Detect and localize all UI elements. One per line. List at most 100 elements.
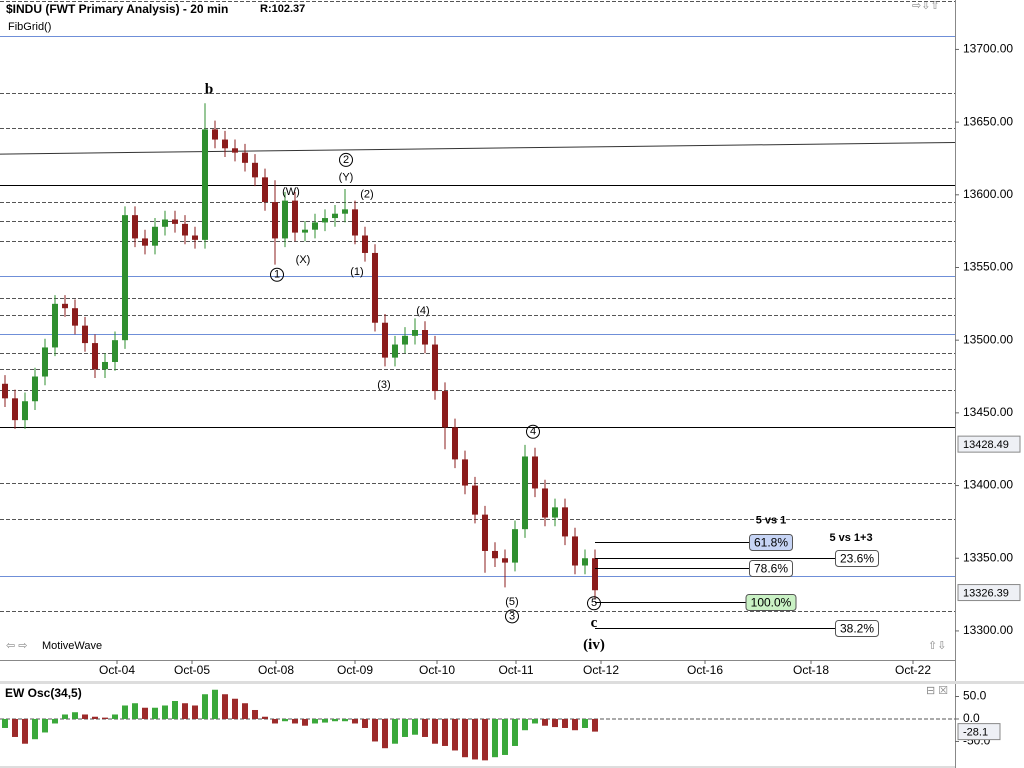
osc-bar [132,703,138,719]
osc-bar [292,718,298,724]
fib-ratio-box [835,620,879,637]
candle-body [2,383,8,399]
osc-bar [412,718,418,735]
candle-body [252,162,258,178]
fib-ratio-box [745,594,797,611]
candle-body [352,209,358,236]
candle-body [152,226,158,246]
osc-bar [502,718,508,755]
candle-body [392,344,398,358]
panel-arrows[interactable]: ⇨⇩⇧ [912,0,940,12]
osc-bar [52,718,58,724]
candle-body [122,215,128,341]
osc-bar [2,718,8,728]
candle-body [192,235,198,240]
panel-controls[interactable]: ⊟ ☒ [926,685,948,697]
price-label: 13428.49 [963,439,1009,451]
osc-bar [552,718,558,728]
candle-body [172,219,178,224]
scroll-arrows[interactable]: ⇧⇩ [928,640,946,652]
y-tick-label: 13450.00 [963,405,1013,419]
x-tick-label: Oct-08 [258,663,294,677]
candle-body [32,376,38,402]
osc-bar [192,705,198,719]
candle-body [112,340,118,362]
osc-bar [282,718,288,722]
study-label: FibGrid() [8,21,51,33]
candle-body [292,200,298,233]
x-tick-label: Oct-05 [174,663,210,677]
panel-separator [0,681,1024,684]
x-tick-label: Oct-11 [498,663,533,677]
osc-bar [272,718,278,724]
candle-body [282,200,288,239]
y-tick-label: 13600.00 [963,187,1013,201]
wave-label: b [205,82,213,98]
candle-body [132,215,138,239]
price-label: 13326.39 [963,587,1009,599]
candle-body [42,347,48,377]
candle-body [52,303,58,348]
osc-bar [422,718,428,737]
candle-body [342,209,348,214]
candle-body [332,213,338,219]
candle-body [432,344,438,392]
osc-bar [342,718,348,722]
y-tick-label: 13400.00 [963,478,1013,492]
candle-body [242,152,248,163]
price-marker [957,584,1021,602]
osc-bar [32,718,38,740]
osc-bar [522,718,528,731]
wave-label: (5) [505,596,518,608]
osc-bar [372,718,378,742]
y-tick-label: 0.0 [963,711,980,725]
osc-bar [212,689,218,719]
osc-bar [102,717,108,719]
trend-line [0,141,956,155]
candle-body [462,459,468,486]
osc-bar [172,700,178,719]
candle-body [532,456,538,489]
osc-bar [312,718,318,724]
osc-bar [72,712,78,719]
x-tick-label: Oct-16 [687,663,723,677]
osc-bar [512,718,518,746]
candle-body [142,238,148,246]
candle-body [22,401,28,421]
candle-body [182,223,188,236]
osc-bar [362,718,368,728]
x-tick-label: Oct-18 [793,663,829,677]
fib-ratio-box [835,550,879,567]
wave-label: (W) [282,186,300,198]
osc-bar [82,714,88,719]
x-tick-label: Oct-22 [895,663,931,677]
osc-bar [142,707,148,719]
osc-bar [492,718,498,758]
fib-ratio-label: 78.6% [754,562,788,576]
candle-body [492,550,498,559]
nav-arrows[interactable]: ⇦ ⇨ [6,640,28,652]
chart-title: $INDU (FWT Primary Analysis) - 20 min [6,2,228,16]
osc-bar [232,698,238,719]
candle-body [272,202,278,239]
y-tick-label: 13350.00 [963,550,1013,564]
osc-bar [452,718,458,751]
candle-body [572,536,578,566]
osc-bar [92,716,98,719]
wave-label: (1) [350,266,363,278]
candle-body [422,330,428,345]
fib-ratio-box [749,534,793,551]
candle-body [322,218,328,223]
candle-body [452,427,458,460]
y-tick-label: 13550.00 [963,260,1013,274]
osc-bar [472,718,478,760]
candle-body [202,129,208,240]
candle-body [92,343,98,370]
wave-label: 2 [343,154,349,166]
wave-circle [587,596,601,611]
candle-body [412,330,418,336]
candle-body [502,558,508,563]
range-label: R:102.37 [260,3,305,15]
osc-title: EW Osc(34,5) [5,686,82,700]
osc-bar [182,703,188,719]
